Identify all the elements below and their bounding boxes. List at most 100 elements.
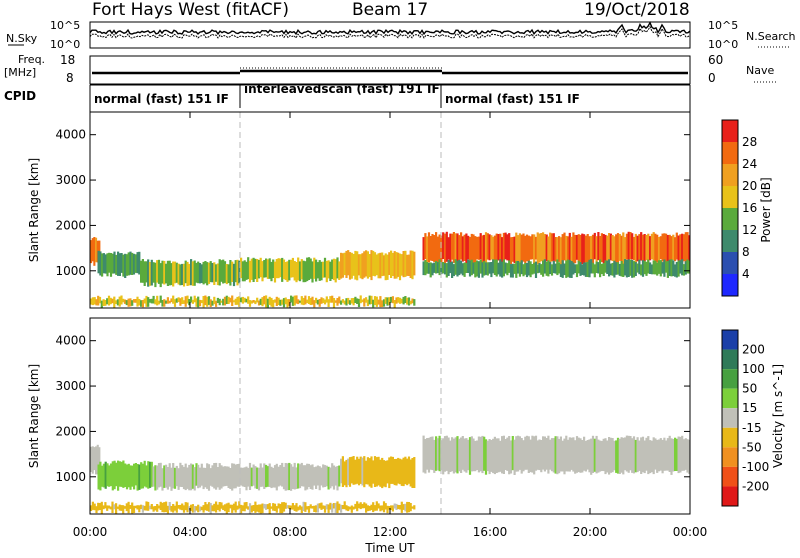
- colorbar-tick-label: 24: [742, 157, 757, 171]
- heatmap-cell: [229, 297, 232, 303]
- power-colorbar-label: Power [dB]: [759, 177, 773, 242]
- heatmap-cell: [433, 235, 436, 263]
- heatmap-cell: [373, 296, 377, 305]
- heatmap-cell: [159, 295, 162, 303]
- heatmap-cell: [409, 300, 412, 305]
- heatmap-cell: [483, 436, 486, 471]
- heatmap-cell: [336, 501, 339, 513]
- heatmap-cell: [277, 503, 280, 509]
- heatmap-cell: [172, 295, 175, 304]
- y-tick-label: 3000: [55, 379, 86, 393]
- heatmap-cell: [652, 260, 655, 275]
- heatmap-cell: [159, 462, 162, 487]
- heatmap-cell: [254, 258, 257, 280]
- heatmap-cell: [461, 236, 464, 262]
- heatmap-cell: [315, 466, 318, 489]
- heatmap-cell: [211, 505, 214, 512]
- heatmap-cell: [315, 297, 318, 304]
- heatmap-cell: [147, 501, 150, 511]
- heatmap-cell: [488, 262, 491, 274]
- heatmap-cell: [148, 505, 152, 510]
- heatmap-cell: [232, 503, 236, 511]
- heatmap-cell: [502, 232, 505, 261]
- heatmap-cell: [238, 260, 241, 284]
- heatmap-cell: [435, 436, 438, 471]
- heatmap-cell: [309, 258, 312, 279]
- heatmap-cell: [517, 235, 520, 262]
- heatmap-cell: [168, 463, 171, 487]
- heatmap-cell: [424, 259, 427, 276]
- heatmap-cell: [670, 236, 673, 265]
- heatmap-cell: [291, 503, 294, 510]
- heatmap-cell: [259, 504, 262, 514]
- heatmap-cell: [650, 233, 653, 260]
- heatmap-cell: [250, 258, 253, 280]
- heatmap-cell: [127, 252, 130, 276]
- heatmap-cell: [556, 436, 559, 475]
- heatmap-cell: [265, 464, 268, 488]
- heatmap-cell: [281, 299, 284, 305]
- heatmap-cell: [402, 504, 405, 510]
- heatmap-cell: [395, 503, 398, 510]
- heatmap-cell: [161, 260, 164, 284]
- heatmap-cell: [656, 439, 659, 473]
- heatmap-cell: [281, 502, 284, 514]
- heatmap-cell: [518, 262, 521, 277]
- colorbar-tick-label: 28: [742, 135, 757, 149]
- heatmap-cell: [663, 259, 666, 277]
- heatmap-cell: [554, 237, 557, 262]
- heatmap-cell: [263, 463, 266, 489]
- heatmap-cell: [293, 295, 296, 306]
- heatmap-cell: [370, 250, 373, 281]
- heatmap-cell: [340, 252, 343, 279]
- heatmap-cell: [298, 261, 302, 282]
- heatmap-cell: [320, 261, 323, 281]
- heatmap-cell: [372, 502, 375, 513]
- heatmap-cell: [256, 467, 259, 489]
- heatmap-cell: [286, 261, 289, 282]
- heatmap-cell: [168, 502, 171, 511]
- y-tick-label: 1000: [55, 470, 86, 484]
- heatmap-cell: [398, 458, 402, 485]
- heatmap-cell: [156, 465, 159, 490]
- heatmap-cell: [591, 435, 595, 473]
- heatmap-cell: [284, 297, 287, 305]
- heatmap-cell: [370, 456, 373, 488]
- heatmap-cell: [90, 240, 93, 264]
- heatmap-cell: [359, 295, 362, 304]
- heatmap-cell: [232, 263, 236, 287]
- heatmap-cell: [554, 263, 557, 274]
- heatmap-cell: [442, 438, 445, 475]
- heatmap-cell: [113, 460, 116, 490]
- heatmap-cell: [545, 261, 548, 276]
- heatmap-cell: [315, 505, 318, 513]
- heatmap-cell: [677, 260, 680, 277]
- heatmap-cell: [426, 438, 429, 470]
- heatmap-cell: [586, 234, 589, 264]
- heatmap-cell: [338, 503, 341, 511]
- heatmap-cell: [511, 436, 514, 471]
- velocity-colorbar-label: Velocity [m s^-1]: [771, 364, 785, 468]
- heatmap-cell: [409, 250, 412, 278]
- heatmap-cell: [513, 236, 516, 264]
- heatmap-cell: [136, 464, 139, 491]
- heatmap-cell: [231, 295, 234, 306]
- freq-panel-frame: [89, 55, 691, 85]
- heatmap-cell: [331, 463, 334, 487]
- heatmap-cell: [95, 446, 98, 475]
- heatmap-cell: [295, 467, 298, 489]
- heatmap-cell: [624, 237, 627, 260]
- heatmap-cell: [366, 299, 369, 307]
- heatmap-cell: [350, 252, 353, 279]
- heatmap-cell: [583, 234, 586, 264]
- heatmap-cell: [638, 234, 641, 264]
- heatmap-cell: [552, 233, 555, 261]
- heatmap-cell: [657, 237, 661, 264]
- heatmap-cell: [93, 297, 96, 305]
- heatmap-cell: [386, 460, 389, 484]
- heatmap-cell: [404, 456, 407, 485]
- heatmap-cell: [620, 437, 623, 473]
- heatmap-cell: [307, 296, 311, 304]
- heatmap-cell: [452, 264, 455, 277]
